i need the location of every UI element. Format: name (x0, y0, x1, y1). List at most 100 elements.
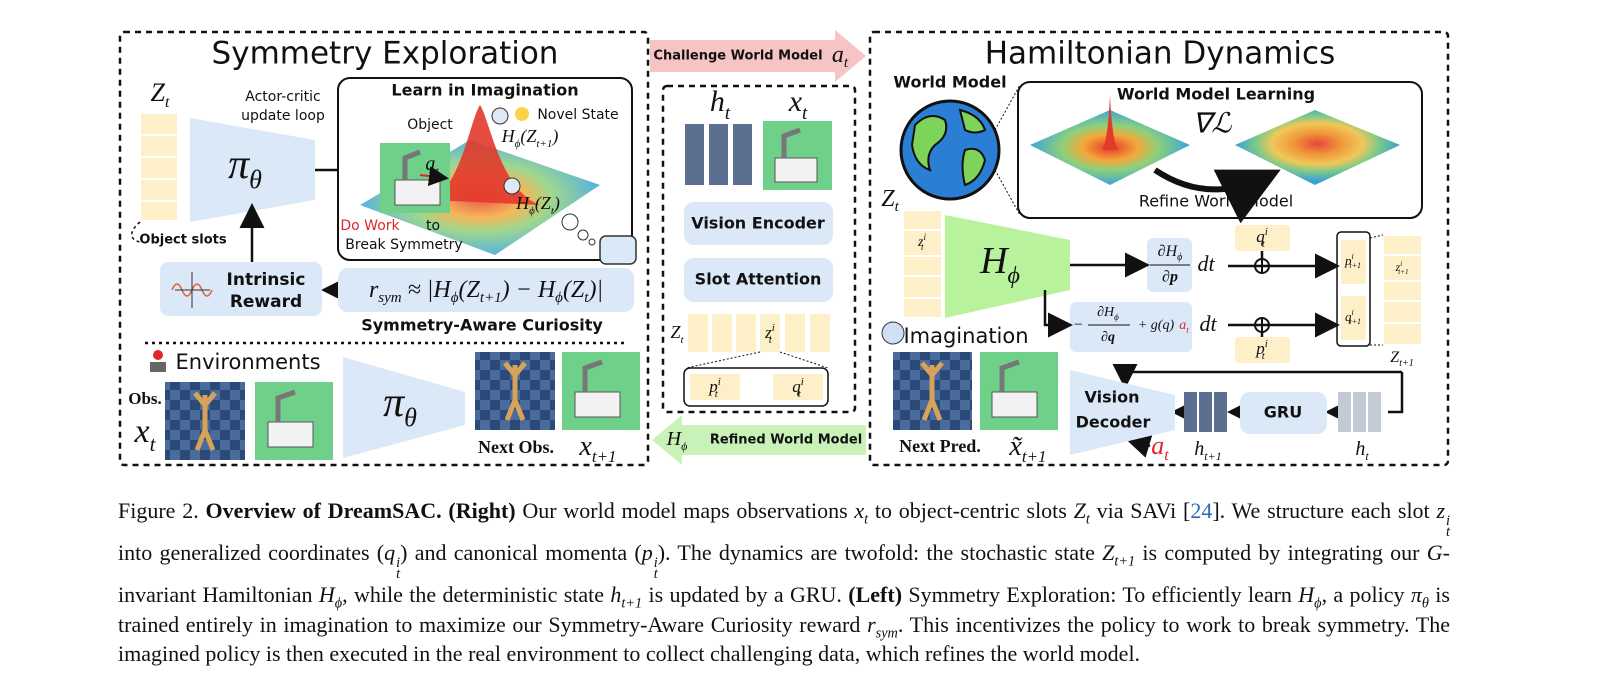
arrow-part (1043, 290, 1073, 338)
caption-text: t (653, 566, 658, 582)
arrow-part (1112, 364, 1402, 389)
encoder-column-part (684, 258, 833, 302)
encoder-column-part (709, 124, 728, 185)
caption-math: Hϕ (1298, 582, 1321, 611)
encoder-column-part (810, 314, 830, 352)
box-label: Slot Attention (695, 270, 822, 289)
text-part: t (798, 388, 802, 400)
text-part: h (1355, 438, 1365, 460)
slot-column-part (902, 209, 943, 231)
caption-text: is updated by a GRU. (642, 582, 849, 607)
text-part: t+1 (1349, 317, 1361, 326)
caption-text: -invariant Hamiltonian (118, 540, 1450, 607)
text-part: (Z (520, 126, 537, 147)
note: Next Pred. (899, 436, 981, 456)
env-images-part (267, 421, 314, 448)
caption-text: i (396, 555, 401, 571)
caption-text: 24 (1190, 498, 1213, 523)
imagination-panel-part (503, 177, 521, 195)
text-part: t (921, 242, 924, 252)
env-images-part (503, 361, 527, 421)
text-part: (Z (563, 277, 585, 303)
caption-text: ϕ (335, 595, 342, 611)
text-part: ∂H (1097, 305, 1115, 320)
caption-text: sym (875, 624, 898, 641)
slot-column (902, 209, 1423, 346)
caption-text: Overview of DreamSAC. (Right) (205, 498, 516, 523)
text-part: t (802, 103, 808, 124)
text-part: H (979, 240, 1010, 282)
caption-text: t (1446, 524, 1450, 540)
math-label: Hϕ(Zt) (515, 193, 560, 216)
env-images-part (574, 391, 621, 418)
note: Obs. (128, 389, 162, 408)
learning-panel-part (1235, 110, 1400, 185)
text-part: a (1151, 431, 1164, 460)
text-part: z (917, 235, 924, 250)
caption-text: , while the deterministic state (342, 582, 611, 607)
text-part: t (844, 55, 849, 71)
imagination-panel (337, 77, 637, 265)
text-part: t (1186, 325, 1189, 335)
encoder-column-part (690, 374, 740, 400)
encoder-column-part (781, 127, 801, 158)
env-images-part (343, 357, 465, 458)
caption-text: H (318, 582, 335, 607)
text-part: t+1 (536, 138, 552, 150)
text-part: π (383, 380, 405, 426)
caption-text: via SAVi [ (1089, 498, 1191, 523)
policy-label: πθ (383, 380, 417, 433)
text-part: ϕ (529, 205, 535, 217)
text-part: r (369, 277, 379, 303)
section-frame-part (661, 84, 857, 414)
encoder-column-part (684, 202, 833, 245)
dynamics-boxes-part (1235, 337, 1290, 363)
caption-text: ϕ (1314, 595, 1322, 612)
reward-box (160, 262, 322, 316)
caption-text: p (641, 540, 653, 565)
imagination-panel-part (402, 149, 421, 180)
text-part: x̃ (1008, 431, 1023, 462)
caption-text: is trained entirely in imagination to ma… (118, 582, 1450, 637)
world-model-globe (899, 84, 1021, 216)
math-label: Zt+1 (1390, 349, 1413, 369)
learning-panel-part (1153, 167, 1281, 224)
text-part: p (1255, 339, 1265, 358)
caption-text: t (1085, 511, 1090, 528)
caption-text: t (864, 511, 869, 528)
env-images-part (153, 350, 163, 360)
caption-math: Zt (1074, 498, 1090, 527)
panel-title: World Model Learning (1117, 85, 1315, 104)
math-label: ∂p (1162, 269, 1178, 286)
note: World Model (893, 73, 1006, 92)
text-part: t+1 (592, 447, 617, 466)
box-label: GRU (1264, 403, 1302, 422)
text-part: sym (378, 290, 401, 306)
text-part: t (551, 205, 555, 217)
caption-text: into generalized coordinates ( (118, 540, 385, 565)
note: Do Work (340, 218, 400, 234)
section-label: Imagination (903, 324, 1028, 348)
note: Next Obs. (478, 437, 554, 457)
caption-text: π (1410, 582, 1422, 607)
caption-text: Z (1102, 540, 1115, 565)
text-part: (Z (459, 277, 481, 303)
text-part: H (501, 126, 516, 146)
slot-column-part (1382, 234, 1423, 256)
math-label: at (1151, 431, 1169, 464)
slot-column-part (139, 178, 179, 202)
text-part: h (1194, 438, 1204, 460)
text-part: a (425, 153, 435, 175)
imagination-panel-part (561, 213, 579, 231)
math-label: x̃t+1 (1008, 431, 1046, 466)
caption-text: x (854, 498, 865, 523)
caption-text: . This incentivizes the policy to work t… (118, 611, 1450, 667)
text-part: )| (586, 277, 603, 303)
math-label: zi t+1 (1395, 260, 1409, 276)
box-label: Vision (1085, 388, 1140, 407)
text-part: q (792, 377, 801, 396)
math-label: + g(q) (1138, 318, 1175, 333)
text-part: p (708, 377, 718, 396)
caption-text: ]. We structure each slot (1212, 498, 1437, 523)
text-part: z (764, 323, 772, 342)
